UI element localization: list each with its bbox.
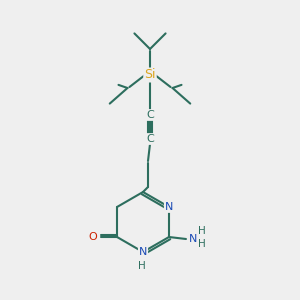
Text: C: C (146, 110, 154, 120)
Text: N: N (189, 234, 197, 244)
Text: H: H (138, 261, 146, 271)
Text: C: C (146, 134, 154, 144)
Text: Si: Si (144, 68, 156, 82)
Text: O: O (88, 232, 98, 242)
Text: H: H (198, 239, 206, 249)
Text: N: N (139, 247, 147, 257)
Text: N: N (165, 202, 173, 212)
Text: H: H (198, 226, 206, 236)
